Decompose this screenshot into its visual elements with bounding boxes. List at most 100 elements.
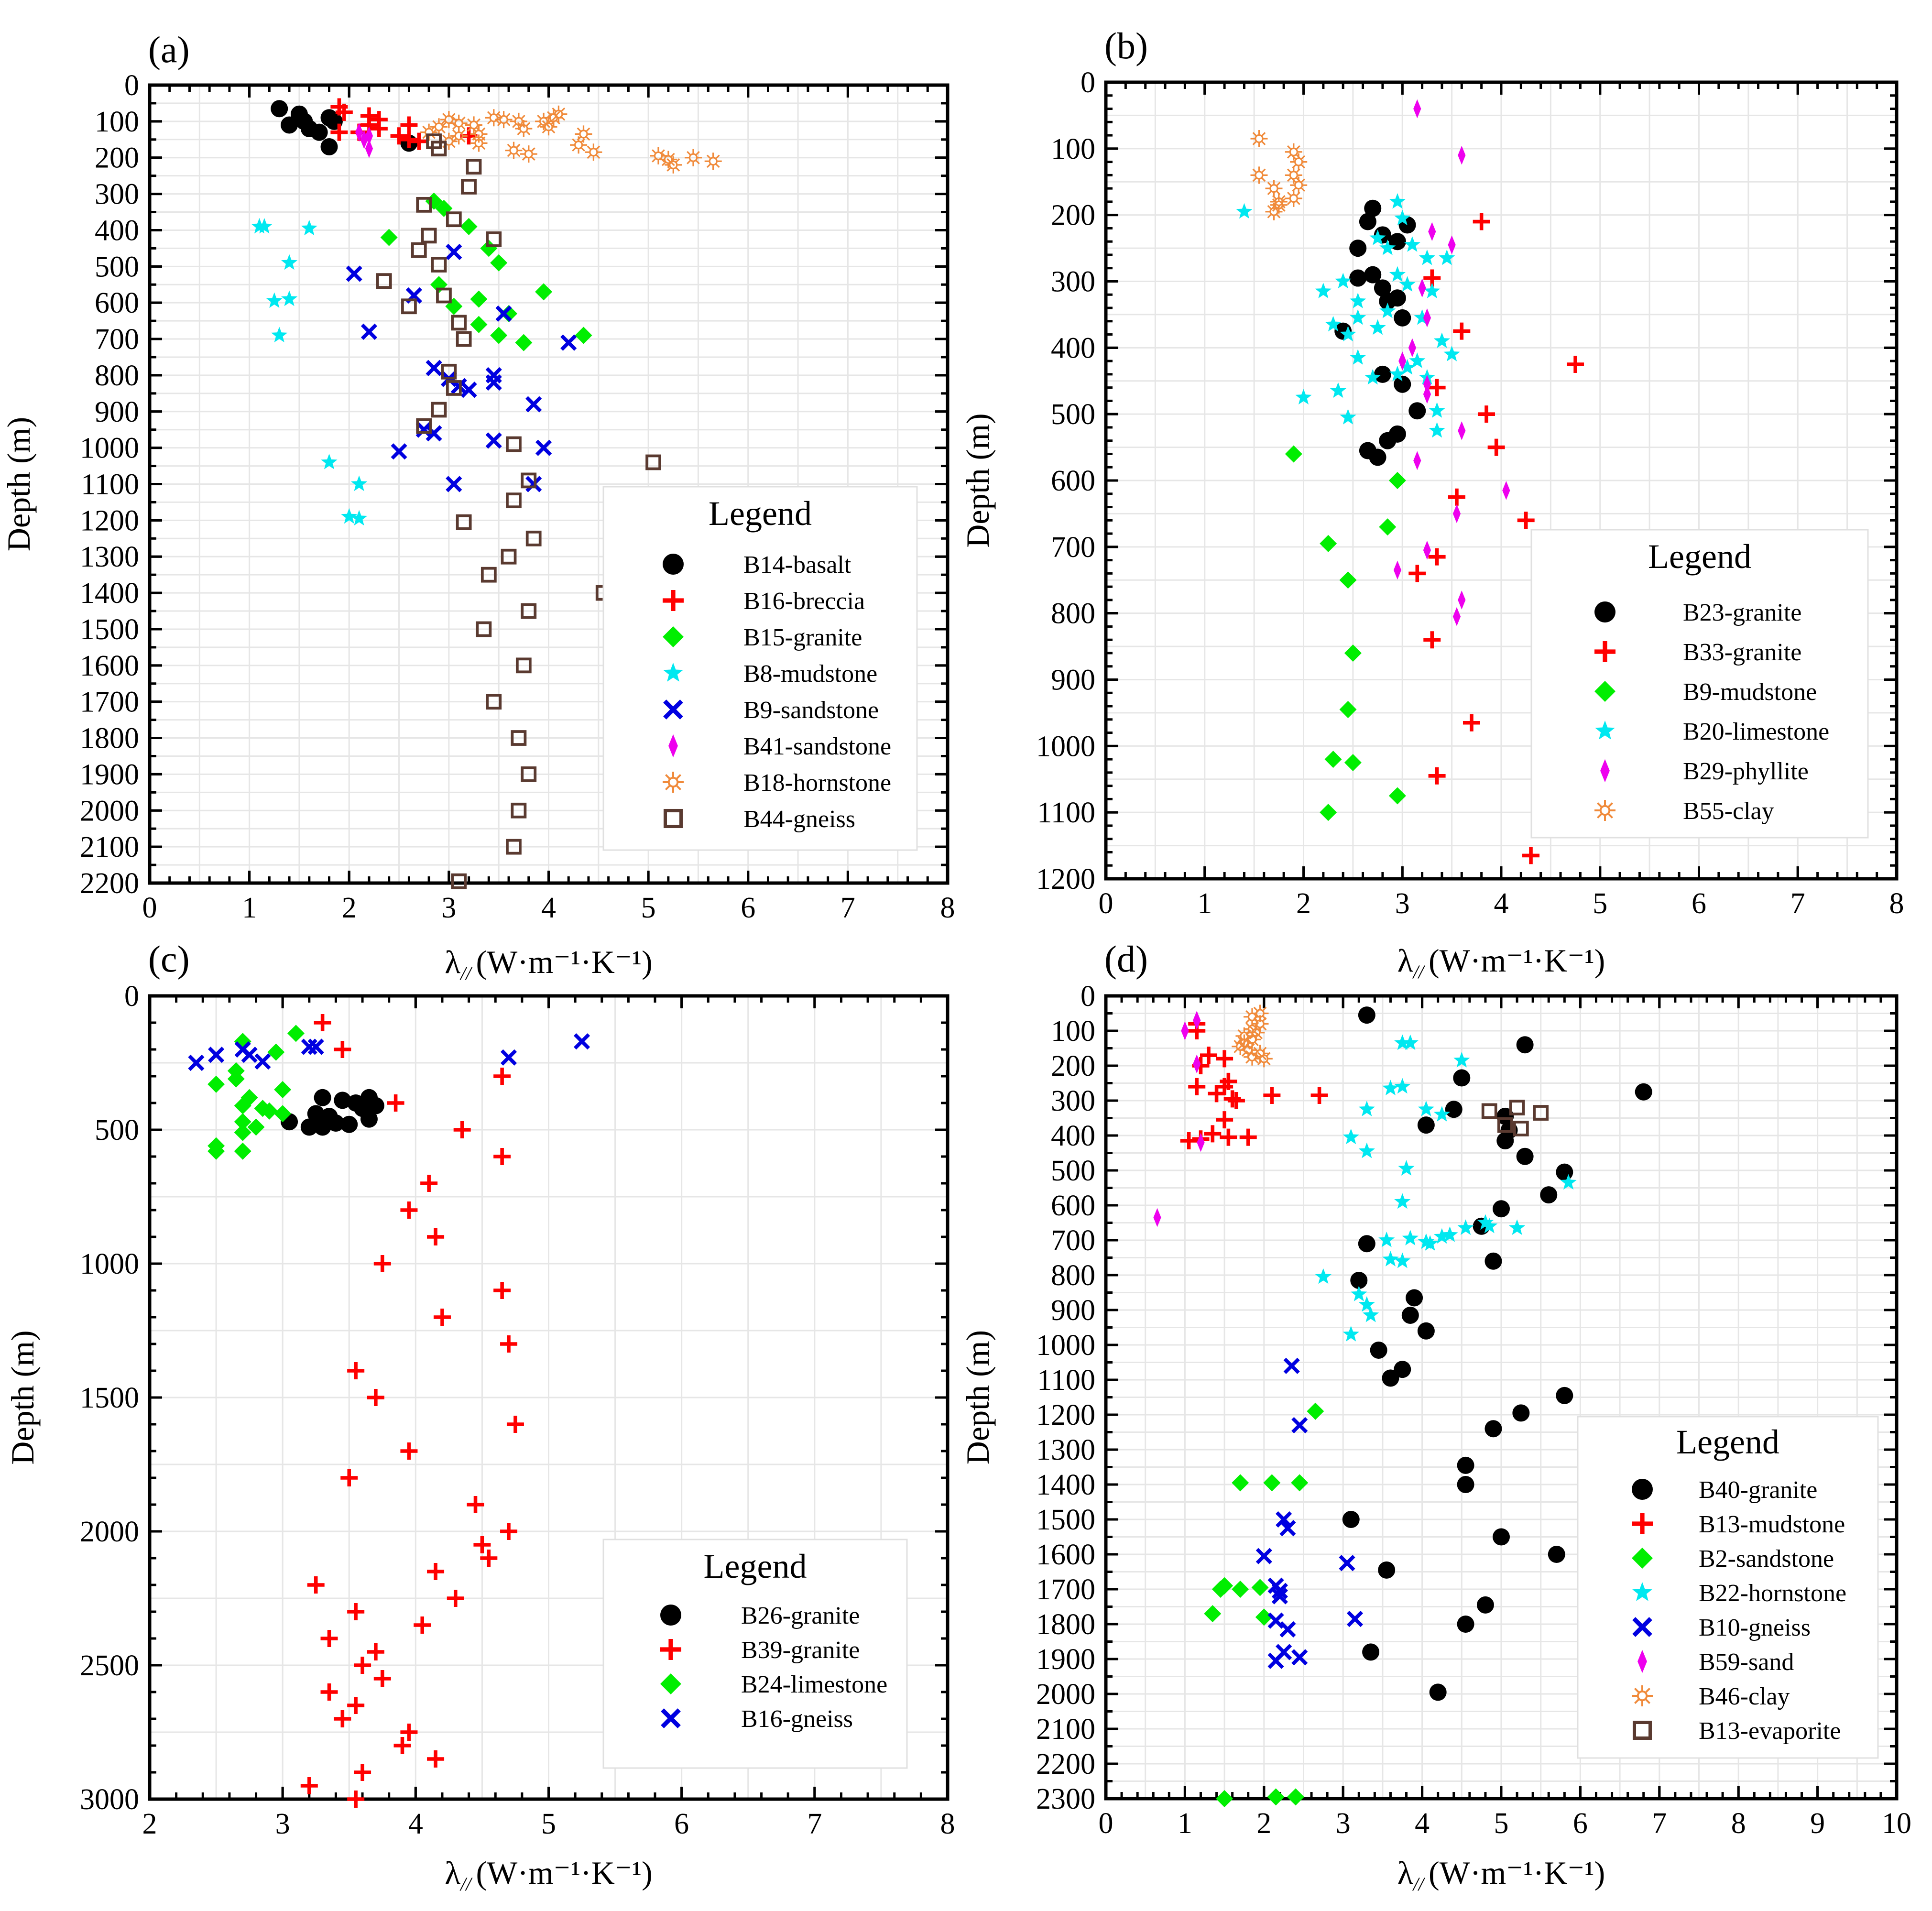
legend-marker <box>1632 1685 1653 1706</box>
x-tick-label: 1 <box>1197 887 1212 920</box>
x-axis-label: λ//(W·m⁻¹·K⁻¹) <box>1397 942 1605 983</box>
data-point <box>1350 309 1366 325</box>
data-point <box>1413 99 1421 119</box>
data-point <box>1423 374 1431 394</box>
data-point <box>521 603 537 619</box>
y-tick-label: 1400 <box>1036 1469 1095 1501</box>
y-tick-label: 2200 <box>80 867 139 900</box>
data-point <box>525 476 542 492</box>
data-point <box>445 297 463 315</box>
data-point <box>1267 1612 1284 1629</box>
legend-box <box>602 1539 908 1769</box>
data-point <box>1244 1048 1261 1066</box>
x-tick-label: 7 <box>1652 1807 1667 1840</box>
data-point <box>1428 379 1446 396</box>
data-point <box>1517 512 1535 529</box>
data-point <box>271 327 288 342</box>
data-point <box>1389 365 1406 382</box>
data-point <box>1339 700 1357 718</box>
legend-label: B33-granite <box>1683 639 1801 666</box>
x-tick-label: 6 <box>1692 887 1706 920</box>
data-point <box>1307 1402 1324 1420</box>
data-point <box>1270 196 1288 214</box>
legend-marker <box>663 772 684 793</box>
legend-label: B26-granite <box>741 1602 860 1629</box>
data-point <box>1320 804 1337 821</box>
legend-label: B9-mudstone <box>1683 678 1817 706</box>
data-point <box>585 143 602 161</box>
legend-marker <box>1637 1649 1647 1673</box>
y-tick-label: 1100 <box>1037 1364 1095 1397</box>
data-point <box>1310 1087 1328 1104</box>
data-point <box>1193 1054 1201 1074</box>
y-tick-label: 800 <box>95 360 139 392</box>
x-tick-label: 2 <box>1256 1807 1271 1840</box>
y-tick-label: 3000 <box>80 1783 139 1816</box>
data-point <box>1428 548 1446 566</box>
data-point <box>495 305 512 322</box>
axis-ticks <box>1104 994 1898 1800</box>
data-point <box>261 1102 278 1120</box>
data-point <box>314 1014 331 1031</box>
data-point <box>1477 1214 1494 1230</box>
data-point <box>1290 153 1308 171</box>
data-point <box>1429 422 1445 438</box>
data-point <box>281 254 298 270</box>
data-point <box>207 1075 225 1093</box>
data-point <box>1409 352 1426 368</box>
y-tick-label: 1000 <box>1036 730 1095 763</box>
data-point <box>346 265 362 282</box>
data-point <box>1378 1561 1396 1579</box>
x-tick-label: 7 <box>1790 887 1805 920</box>
legend-marker <box>660 1605 681 1626</box>
data-point <box>1423 631 1441 649</box>
data-point <box>1283 1357 1300 1374</box>
data-point <box>1424 283 1441 298</box>
data-point <box>1250 130 1268 147</box>
data-point <box>1408 338 1417 358</box>
data-point <box>1476 1596 1494 1614</box>
x-tick-label: 10 <box>1882 1807 1911 1840</box>
data-point <box>1227 1092 1245 1109</box>
data-point <box>373 1670 391 1687</box>
data-point <box>1271 1588 1288 1605</box>
panel-label: (a) <box>148 29 190 70</box>
y-tick-label: 0 <box>1081 980 1095 1013</box>
data-point <box>1232 1474 1249 1492</box>
data-point <box>1567 356 1584 373</box>
series-B14-basalt <box>271 100 418 155</box>
data-point <box>1265 180 1283 197</box>
data-point <box>1255 1050 1273 1068</box>
legend-marker <box>1594 681 1615 702</box>
data-point <box>1335 273 1352 289</box>
data-point <box>573 1033 590 1050</box>
data-point <box>1388 472 1406 489</box>
data-point <box>400 1724 418 1741</box>
data-point <box>470 316 488 333</box>
legend-label: B15-granite <box>743 624 862 651</box>
y-tick-label: 1100 <box>1037 797 1095 829</box>
data-point <box>1419 249 1436 265</box>
y-axis-label: Depth (m) <box>0 417 37 551</box>
data-point <box>1422 1235 1439 1251</box>
data-point <box>1457 1616 1474 1633</box>
data-point <box>1291 1649 1308 1666</box>
data-point <box>1279 1621 1296 1638</box>
y-tick-label: 500 <box>1051 398 1095 431</box>
y-tick-label: 2300 <box>1036 1783 1095 1815</box>
data-point <box>320 1683 338 1701</box>
legend: Legend B40-granite B13-mudstone B2-sandston… <box>1577 1416 1879 1759</box>
series-B16-gneiss <box>188 1033 590 1071</box>
data-point <box>274 1081 292 1098</box>
data-point <box>486 694 502 710</box>
y-tick-label: 900 <box>1051 664 1095 697</box>
legend-box <box>1577 1416 1879 1759</box>
data-point <box>1458 590 1466 610</box>
legend-label: B13-mudstone <box>1699 1511 1845 1538</box>
x-axis-symbol: λ <box>1397 942 1413 979</box>
x-tick-label: 5 <box>541 1808 556 1840</box>
data-point <box>486 231 502 247</box>
data-point <box>1220 1128 1237 1146</box>
y-tick-label: 400 <box>1051 1120 1095 1152</box>
data-point <box>391 443 407 460</box>
